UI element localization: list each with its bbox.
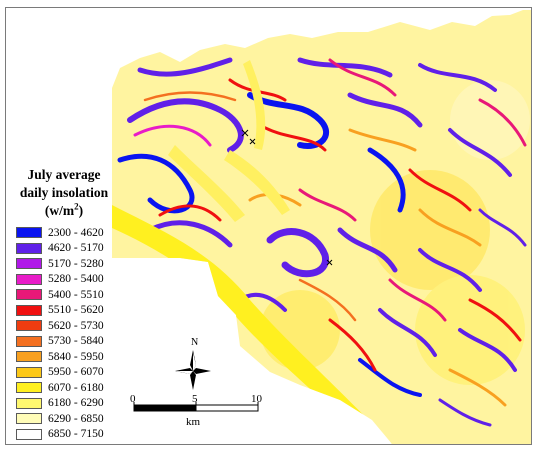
legend-item: 6180 - 6290 (16, 396, 104, 412)
legend-title: July average daily insolation (w/m2) (5, 166, 123, 220)
legend-swatch (16, 351, 42, 363)
legend-range-label: 5170 - 5280 (48, 257, 104, 270)
legend-swatch (16, 289, 42, 301)
legend-item: 5510 - 5620 (16, 303, 104, 319)
legend-list: 2300 - 4620 4620 - 5170 5170 - 5280 5280 - … (16, 225, 104, 442)
scale-label-10: 10 (251, 393, 262, 405)
legend-item: 5730 - 5840 (16, 334, 104, 350)
legend-range-label: 5620 - 5730 (48, 319, 104, 332)
legend-range-label: 5730 - 5840 (48, 335, 104, 348)
legend-unit-base: (w/m (44, 203, 75, 218)
legend-range-label: 2300 - 4620 (48, 226, 104, 239)
legend-item: 5280 - 5400 (16, 272, 104, 288)
legend-swatch (16, 382, 42, 394)
legend-item: 6850 - 7150 (16, 427, 104, 443)
scale-label-0: 0 (130, 393, 136, 405)
legend-range-label: 5510 - 5620 (48, 304, 104, 317)
legend-range-label: 6180 - 6290 (48, 397, 104, 410)
site-markers (241, 129, 333, 266)
legend-item: 5840 - 5950 (16, 349, 104, 365)
legend-swatch (16, 227, 42, 239)
legend-item: 6290 - 6850 (16, 411, 104, 427)
legend-item: 2300 - 4620 (16, 225, 104, 241)
legend-swatch (16, 320, 42, 332)
legend-swatch (16, 258, 42, 270)
scale-bar (133, 402, 259, 412)
legend-item: 5170 - 5280 (16, 256, 104, 272)
legend-unit-sup: 2 (74, 201, 79, 212)
legend-title-line2: daily insolation (19, 185, 109, 200)
legend-range-label: 5280 - 5400 (48, 273, 104, 286)
legend-range-label: 6850 - 7150 (48, 428, 104, 441)
legend-unit-end: ) (78, 203, 84, 218)
figure-border (5, 7, 532, 445)
scale-unit: km (186, 416, 201, 428)
legend-swatch (16, 335, 42, 347)
legend-swatch (16, 366, 42, 378)
legend-swatch (16, 413, 42, 425)
legend-swatch (16, 273, 42, 285)
legend-item: 6070 - 6180 (16, 380, 104, 396)
legend-range-label: 5950 - 6070 (48, 366, 104, 379)
legend-item: 5950 - 6070 (16, 365, 104, 381)
raster-layer (112, 10, 531, 444)
legend-item: 5400 - 5510 (16, 287, 104, 303)
legend-item: 4620 - 5170 (16, 241, 104, 257)
legend-swatch (16, 304, 42, 316)
legend-range-label: 4620 - 5170 (48, 242, 104, 255)
legend-range-label: 5840 - 5950 (48, 350, 104, 363)
legend-swatch (16, 242, 42, 254)
north-label: N (191, 337, 199, 348)
legend-item: 5620 - 5730 (16, 318, 104, 334)
legend-swatch (16, 428, 42, 440)
scale-label-5: 5 (192, 393, 198, 405)
legend-range-label: 6070 - 6180 (48, 381, 104, 394)
north-arrow (175, 350, 211, 390)
legend-swatch (16, 397, 42, 409)
legend-range-label: 5400 - 5510 (48, 288, 104, 301)
legend-unit: (w/m2) (5, 202, 123, 220)
legend-range-label: 6290 - 6850 (48, 412, 104, 425)
legend-title-line1: July average (27, 167, 101, 182)
